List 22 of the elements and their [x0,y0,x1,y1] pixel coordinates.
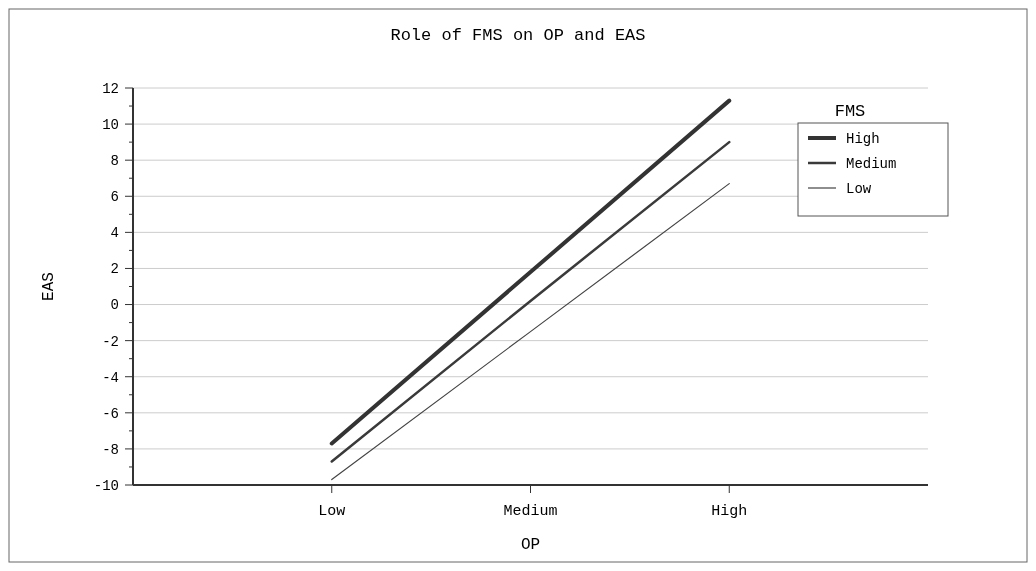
y-tick-label: 2 [110,261,119,278]
chart-title: Role of FMS on OP and EAS [390,26,646,45]
y-tick-label: -6 [102,405,119,422]
y-axis-title: EAS [40,272,58,301]
y-tick-label: -8 [102,441,119,458]
y-tick-label: 10 [102,116,119,133]
x-axis-title: OP [520,536,541,554]
y-tick-label: -2 [102,333,119,350]
y-tick-label: 4 [110,225,119,242]
x-tick-label: High [711,503,748,520]
legend-label: Low [846,180,872,197]
x-tick-label: Low [318,503,346,520]
y-tick-label: 6 [110,189,119,206]
y-tick-label: -10 [93,477,119,494]
y-tick-label: 0 [110,297,119,314]
y-tick-label: 12 [102,80,119,97]
x-tick-label: Medium [503,503,558,520]
legend-label: Medium [846,155,897,172]
y-tick-label: -4 [102,369,119,386]
y-tick-label: 8 [110,153,119,170]
legend-label: High [846,130,880,147]
legend-title: FMS [834,102,866,121]
